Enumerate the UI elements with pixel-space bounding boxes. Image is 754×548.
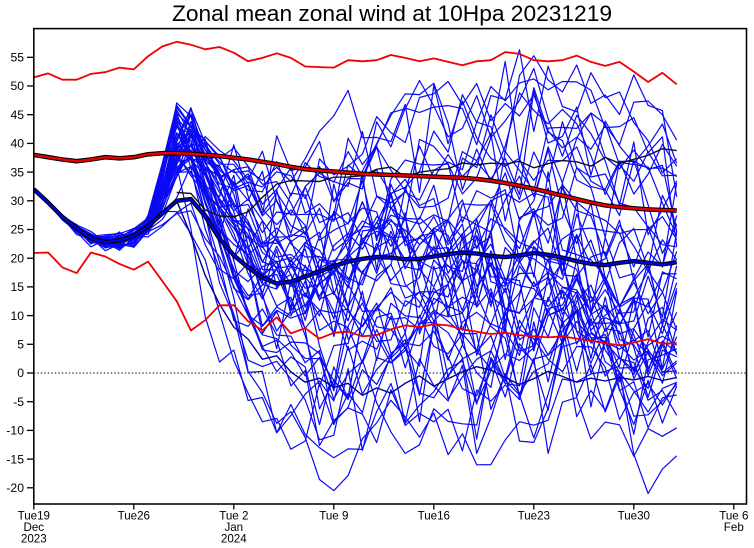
svg-text:2024: 2024 (221, 533, 247, 546)
svg-text:Tue26: Tue26 (118, 510, 150, 523)
svg-text:0: 0 (17, 366, 24, 380)
svg-text:5: 5 (17, 338, 24, 352)
svg-text:30: 30 (10, 194, 24, 208)
svg-text:25: 25 (10, 223, 24, 237)
svg-text:Dec: Dec (23, 521, 44, 534)
svg-text:Feb: Feb (724, 521, 744, 534)
svg-text:Tue 6: Tue 6 (719, 510, 748, 523)
svg-text:55: 55 (10, 51, 24, 65)
svg-text:45: 45 (10, 108, 24, 122)
svg-text:Tue 9: Tue 9 (319, 510, 348, 523)
svg-text:Tue30: Tue30 (618, 510, 650, 523)
svg-text:-10: -10 (6, 424, 24, 438)
svg-text:Tue 2: Tue 2 (219, 510, 248, 523)
svg-text:-15: -15 (6, 452, 24, 466)
svg-text:Zonal mean zonal wind at 10Hpa: Zonal mean zonal wind at 10Hpa 20231219 (172, 1, 612, 26)
svg-text:Tue16: Tue16 (418, 510, 450, 523)
svg-text:Jan: Jan (224, 521, 243, 534)
svg-text:Tue19: Tue19 (18, 510, 50, 523)
svg-text:15: 15 (10, 280, 24, 294)
svg-text:35: 35 (10, 165, 24, 179)
svg-text:2023: 2023 (21, 533, 47, 546)
svg-text:-5: -5 (13, 395, 24, 409)
svg-text:20: 20 (10, 251, 24, 265)
svg-text:50: 50 (10, 79, 24, 93)
svg-text:40: 40 (10, 137, 24, 151)
svg-text:-20: -20 (6, 481, 24, 495)
svg-text:10: 10 (10, 309, 24, 323)
svg-text:Tue23: Tue23 (518, 510, 550, 523)
